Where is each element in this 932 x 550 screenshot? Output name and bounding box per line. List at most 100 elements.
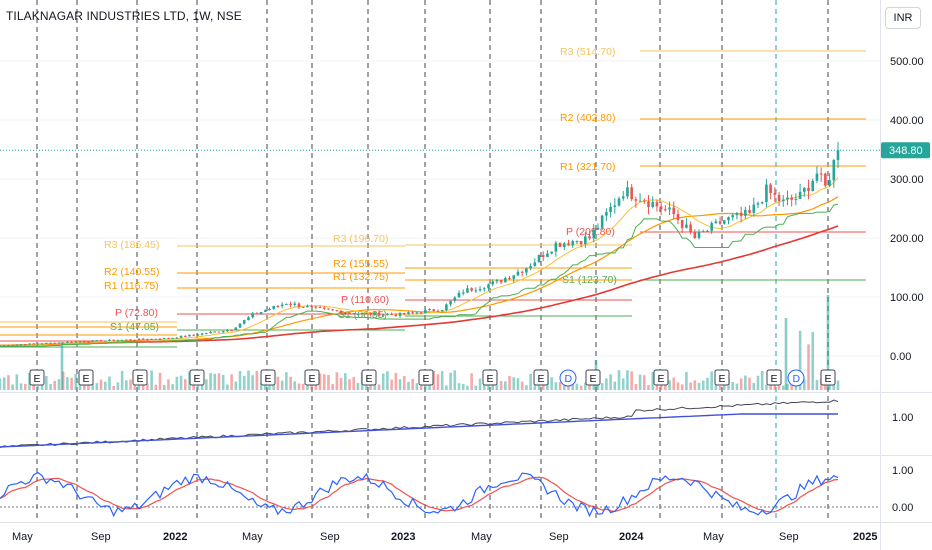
candle-body xyxy=(605,211,608,216)
candles[interactable] xyxy=(0,141,840,347)
candle-body xyxy=(158,338,162,340)
currency-button[interactable]: INR xyxy=(885,7,921,29)
volume-bar xyxy=(756,375,760,390)
oscillator-pane[interactable] xyxy=(0,471,880,518)
volume-bar xyxy=(668,380,671,390)
volume-bar xyxy=(356,383,360,390)
candle-body xyxy=(546,253,549,257)
volume-bar xyxy=(70,377,73,390)
volume-bar xyxy=(318,373,322,390)
candle-body xyxy=(381,314,385,316)
volume-bar xyxy=(217,373,221,390)
candle-body xyxy=(529,266,532,269)
earnings-marker-label: E xyxy=(719,373,726,385)
volume-spike-bar xyxy=(784,318,788,390)
volume-bar xyxy=(7,375,10,390)
candle-body xyxy=(415,312,419,314)
volume-bar xyxy=(680,384,684,390)
earnings-marker-label: E xyxy=(194,373,201,385)
candle-body xyxy=(642,200,646,202)
volume-bar xyxy=(242,375,246,390)
volume-bar xyxy=(40,382,44,390)
volume-bar xyxy=(693,380,697,390)
volume-bar xyxy=(445,385,448,390)
candle-body xyxy=(390,314,393,316)
volume-bar xyxy=(575,383,579,390)
earnings-marker-label: E xyxy=(366,373,373,385)
candle-body xyxy=(91,340,94,342)
candle-body xyxy=(234,327,238,331)
volume-bar xyxy=(112,385,115,390)
earnings-marker-label: E xyxy=(265,373,272,385)
candle-body xyxy=(525,268,528,273)
candle-body xyxy=(836,150,840,161)
price-axis-tick: 500.00 xyxy=(890,56,924,68)
candle-body xyxy=(478,288,482,291)
pivot-label: R1 (321.70) xyxy=(560,161,615,173)
volume-bar xyxy=(57,379,61,390)
volume-bar xyxy=(765,384,768,390)
volume-bar xyxy=(377,384,381,390)
candle-body xyxy=(150,338,153,340)
candle-body xyxy=(651,202,655,207)
volume-bar xyxy=(268,385,271,390)
last-price-label: 348.80 xyxy=(889,145,923,157)
candle-body xyxy=(57,342,61,344)
candle-body xyxy=(811,180,815,192)
volume-bar xyxy=(209,373,212,390)
time-axis-label: 2025 xyxy=(853,531,877,543)
volume-bar xyxy=(457,383,461,390)
volume-spike-bar xyxy=(60,342,64,390)
volume-bar xyxy=(247,370,250,390)
volume-bar xyxy=(701,380,705,390)
volume-bar xyxy=(449,372,452,390)
candle-body xyxy=(322,307,326,309)
volume-bar xyxy=(642,375,646,390)
dividend-marker xyxy=(559,369,577,387)
candle-body xyxy=(407,312,410,315)
candle-body xyxy=(162,338,166,340)
volume-bar xyxy=(87,384,90,390)
volume-bar xyxy=(74,373,78,390)
session-break-lines xyxy=(36,0,829,522)
volume-bar xyxy=(108,376,111,390)
volume-bar xyxy=(453,370,457,390)
volume-spike-bar xyxy=(826,295,830,390)
candle-body xyxy=(369,312,372,315)
volume-bar xyxy=(440,371,444,390)
candle-body xyxy=(508,278,511,280)
pivot-label: R3 (514.70) xyxy=(560,46,615,58)
volume-bar xyxy=(478,378,482,390)
earnings-marker xyxy=(766,369,782,386)
volume-bar xyxy=(95,383,99,390)
candle-body xyxy=(335,310,339,312)
candle-body xyxy=(192,334,196,336)
earnings-marker xyxy=(260,369,276,386)
ratio-pane[interactable] xyxy=(0,399,839,449)
candle-body xyxy=(731,215,735,218)
candle-body xyxy=(394,314,398,316)
chart-title: TILAKNAGAR INDUSTRIES LTD, 1W, NSE xyxy=(6,9,242,23)
candle-body xyxy=(638,200,642,202)
pivot-label: R1 (132.75) xyxy=(333,271,388,283)
volume-bar xyxy=(617,370,621,390)
candle-body xyxy=(773,193,777,195)
time-axis-label: 2023 xyxy=(391,531,415,543)
candle-body xyxy=(356,313,360,315)
candle-body xyxy=(45,342,48,344)
volume-bar xyxy=(230,374,233,390)
time-axis-label: May xyxy=(242,531,263,543)
candle-body xyxy=(575,241,579,243)
candle-body xyxy=(301,306,305,308)
candle-body xyxy=(516,271,520,276)
volume-bar xyxy=(630,371,633,390)
candle-body xyxy=(53,342,57,344)
candle-body xyxy=(765,184,768,203)
candle-body xyxy=(36,343,40,345)
price-axis-tick: 300.00 xyxy=(890,174,924,186)
candle-body xyxy=(226,330,229,332)
candle-body xyxy=(491,281,494,285)
volume-bar xyxy=(786,383,789,390)
volume-bar xyxy=(504,381,507,390)
